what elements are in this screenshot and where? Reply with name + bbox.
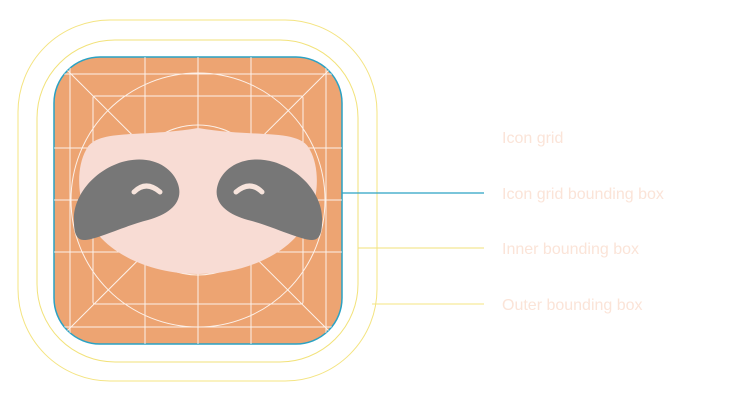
left-eye-patch [73, 159, 180, 240]
inner-bounding-box [36, 39, 359, 363]
outer-bounding-box [17, 19, 378, 382]
label-inner-bounding-box: Inner bounding box [502, 241, 639, 258]
right-closed-eye [233, 183, 265, 195]
label-icon-grid: Icon grid [502, 130, 564, 147]
right-eye-patch [216, 159, 323, 240]
left-closed-eye [131, 183, 163, 195]
label-outer-bounding-box: Outer bounding box [502, 297, 643, 314]
label-icon-grid-bounding-box: Icon grid bounding box [502, 186, 664, 203]
sloth-face [73, 128, 323, 274]
